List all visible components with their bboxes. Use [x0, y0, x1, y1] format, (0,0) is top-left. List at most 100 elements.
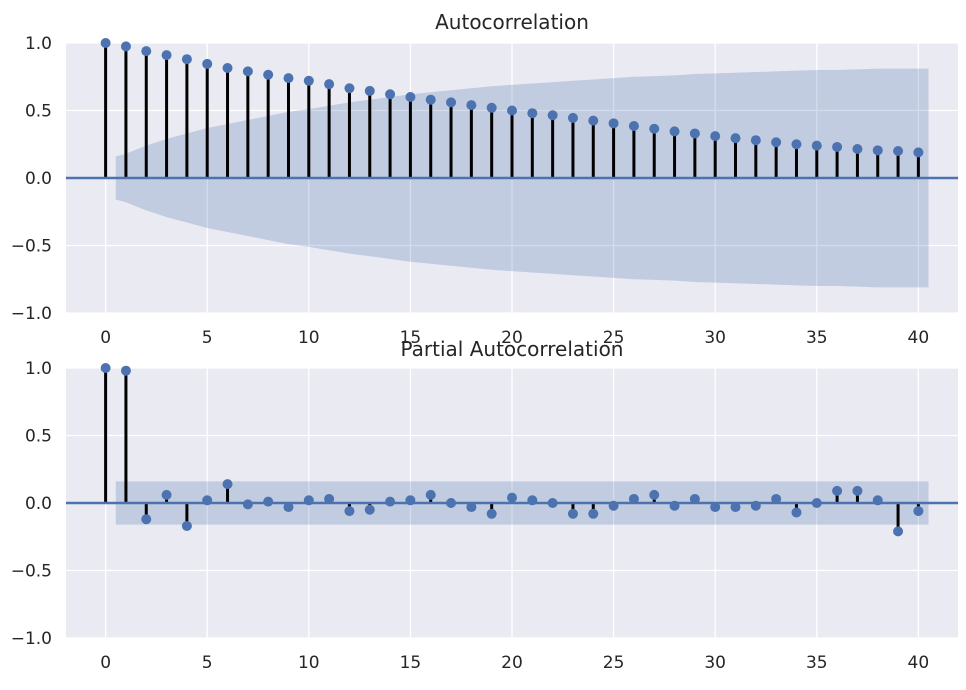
acf-point-lag-8 [263, 69, 274, 80]
pacf-point-lag-13 [364, 504, 375, 515]
pacf-point-lag-31 [730, 502, 741, 513]
acf-point-lag-27 [649, 123, 660, 134]
acf-point-lag-15 [405, 92, 416, 102]
acf-point-lag-39 [893, 146, 904, 156]
acf-point-lag-36 [832, 141, 843, 152]
pacf-point-lag-39 [893, 526, 904, 537]
acf-point-lag-1 [120, 41, 131, 52]
acf-point-lag-37 [852, 143, 863, 154]
acf-point-lag-21 [527, 108, 538, 119]
pacf-x-tick-label: 15 [400, 653, 422, 673]
pacf-point-lag-14 [385, 496, 396, 507]
pacf-point-lag-16 [425, 489, 436, 500]
pacf-point-lag-34 [791, 507, 802, 518]
acf-point-lag-24 [588, 115, 599, 126]
pacf-x-tick-label: 30 [704, 653, 726, 673]
pacf-point-lag-10 [303, 495, 314, 506]
pacf-point-lag-28 [669, 500, 680, 511]
pacf-point-lag-7 [242, 499, 253, 510]
pacf-point-lag-27 [649, 489, 660, 500]
pacf-point-lag-19 [486, 508, 497, 519]
pacf-point-lag-1 [120, 365, 131, 376]
pacf-chart-title: Partial Autocorrelation [401, 337, 624, 361]
acf-y-tick-label: 0.0 [25, 169, 52, 189]
pacf-point-lag-4 [181, 520, 192, 531]
pacf-point-lag-38 [872, 495, 883, 506]
acf-point-lag-6 [222, 62, 233, 73]
pacf-point-lag-32 [750, 500, 761, 511]
pacf-y-tick-label: −1.0 [11, 629, 52, 649]
pacf-point-lag-21 [527, 495, 538, 506]
acf-point-lag-31 [730, 133, 741, 144]
acf-point-lag-0 [100, 38, 111, 48]
acf-point-lag-26 [628, 121, 639, 132]
acf-point-lag-30 [710, 131, 721, 142]
acf-point-lag-32 [750, 135, 761, 146]
pacf-y-tick-label: 0.0 [25, 494, 52, 514]
acf-x-tick-label: 10 [298, 328, 320, 348]
pacf-point-lag-24 [588, 508, 599, 519]
acf-point-lag-19 [486, 102, 497, 113]
acf-x-tick-label: 40 [908, 328, 930, 348]
pacf-x-tick-label: 20 [501, 653, 523, 673]
acf-x-tick-label: 20 [501, 328, 523, 348]
acf-x-tick-label: 15 [400, 328, 422, 348]
acf-point-lag-2 [141, 46, 152, 57]
pacf-point-lag-29 [689, 493, 700, 504]
acf-point-lag-12 [344, 83, 355, 94]
pacf-point-lag-12 [344, 506, 355, 517]
acf-point-lag-34 [791, 139, 802, 150]
pacf-x-tick-label: 25 [603, 653, 625, 673]
pacf-point-lag-37 [852, 485, 863, 496]
acf-point-lag-9 [283, 73, 294, 84]
pacf-point-lag-2 [141, 514, 152, 525]
acf-y-tick-label: −1.0 [11, 304, 52, 324]
pacf-x-tick-label: 40 [908, 653, 930, 673]
pacf-point-lag-17 [446, 498, 457, 508]
acf-point-lag-16 [425, 94, 436, 105]
pacf-point-lag-25 [608, 500, 619, 511]
acf-point-lag-23 [567, 112, 578, 123]
pacf-point-lag-15 [405, 495, 416, 506]
pacf-point-lag-20 [507, 492, 517, 503]
pacf-y-tick-label: 1.0 [25, 359, 52, 379]
pacf-x-tick-label: 0 [100, 653, 111, 673]
acf-point-lag-40 [913, 147, 924, 158]
acf-x-tick-label: 35 [806, 328, 828, 348]
acf-point-lag-22 [547, 110, 558, 121]
acf-point-lag-14 [385, 89, 396, 100]
pacf-x-tick-label: 35 [806, 653, 828, 673]
acf-panel: 0 5 10 15 20 25 30 35 40 −1.0 −0.5 0.0 0.5 1.0 Autocor… [11, 10, 958, 348]
acf-x-tick-label: 0 [100, 328, 111, 348]
acf-x-tick-label: 30 [704, 328, 726, 348]
pacf-point-lag-26 [628, 493, 639, 504]
pacf-point-lag-23 [567, 508, 578, 519]
acf-point-lag-25 [608, 118, 619, 129]
acf-point-lag-33 [771, 137, 782, 148]
pacf-y-tick-label: 0.5 [25, 427, 52, 447]
pacf-point-lag-40 [913, 506, 924, 517]
pacf-point-lag-11 [324, 493, 335, 504]
pacf-x-tick-label: 5 [202, 653, 213, 673]
pacf-point-lag-0 [100, 363, 111, 373]
acf-chart-title: Autocorrelation [435, 10, 589, 34]
acf-point-lag-38 [872, 145, 883, 156]
pacf-x-tick-label: 10 [298, 653, 320, 673]
pacf-point-lag-35 [811, 498, 822, 508]
acf-point-lag-7 [242, 66, 253, 77]
acf-point-lag-17 [446, 97, 457, 108]
pacf-point-lag-30 [710, 502, 721, 513]
acf-x-tick-label: 25 [603, 328, 625, 348]
pacf-point-lag-9 [283, 502, 294, 513]
acf-y-tick-label: 0.5 [25, 102, 52, 122]
pacf-panel: 0 5 10 15 20 25 30 35 40 −1.0 −0.5 0.0 0.5 1.0 Partial… [11, 337, 958, 673]
acf-point-lag-5 [202, 58, 213, 69]
acf-point-lag-18 [466, 100, 477, 111]
pacf-point-lag-18 [466, 502, 477, 513]
acf-point-lag-11 [324, 79, 335, 90]
acf-point-lag-13 [364, 85, 375, 96]
pacf-point-lag-5 [202, 495, 213, 506]
acf-point-lag-35 [811, 140, 822, 151]
pacf-point-lag-8 [263, 496, 274, 507]
